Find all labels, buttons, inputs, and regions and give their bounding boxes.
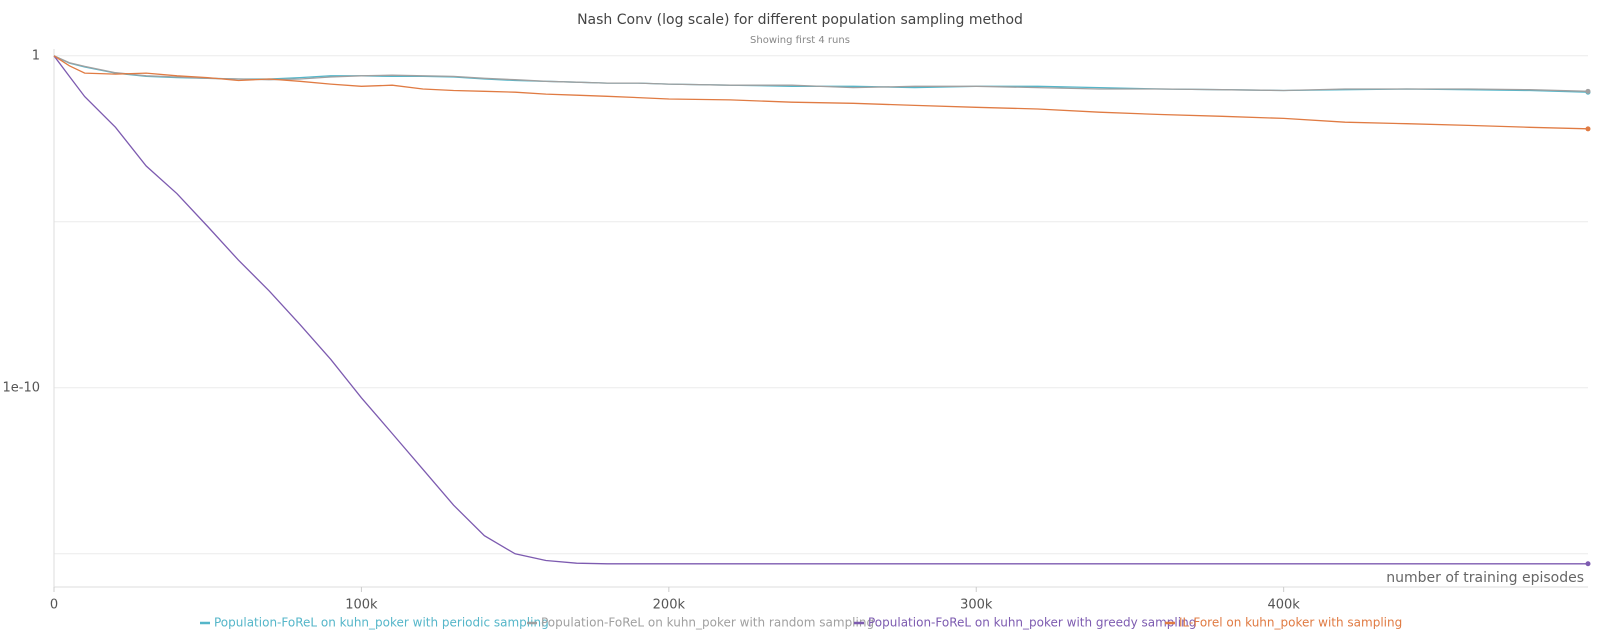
end-point — [1585, 126, 1591, 132]
x-tick-label: 400k — [1267, 598, 1300, 613]
x-axis-label: number of training episodes — [1386, 570, 1584, 586]
x-tick-label: 200k — [653, 598, 686, 613]
chart-subtitle: Showing first 4 runs — [750, 35, 850, 46]
x-tick-label: 0 — [50, 598, 58, 613]
series-line — [53, 55, 1589, 92]
series-line — [53, 55, 1589, 130]
legend-label: Population-FoReL on kuhn_poker with rand… — [541, 616, 874, 630]
series-line — [53, 55, 1588, 565]
x-tick-label: 100k — [345, 598, 378, 613]
legend-label: Population-FoReL on kuhn_poker with gree… — [868, 616, 1196, 630]
x-tick-label: 300k — [960, 598, 993, 613]
end-point — [1585, 88, 1591, 94]
legend-label: Population-FoReL on kuhn_poker with peri… — [214, 616, 549, 630]
y-tick-label: 1 — [32, 48, 40, 63]
end-point — [1585, 561, 1591, 567]
y-tick-label: 1e-10 — [2, 380, 40, 395]
legend-label: IL-Forel on kuhn_poker with sampling — [1179, 616, 1402, 630]
chart-title: Nash Conv (log scale) for different popu… — [577, 12, 1023, 28]
